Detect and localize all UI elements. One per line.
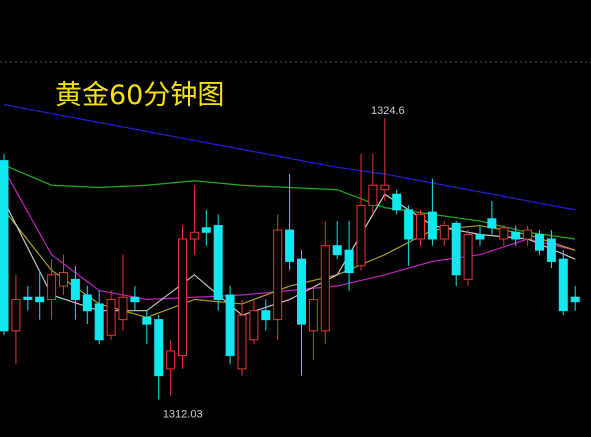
candle-body [427, 211, 437, 240]
candle-body [70, 278, 80, 300]
candle-body [59, 272, 68, 287]
candle-body [416, 213, 425, 240]
candle-body [511, 231, 521, 240]
moving-average [3, 104, 576, 211]
candle-body [166, 350, 176, 370]
candle-body [297, 258, 306, 325]
candle-body [368, 184, 378, 206]
candle-body [225, 294, 235, 356]
high-annotation: 1324.6 [371, 105, 405, 117]
candle-body [94, 303, 104, 341]
candle-body [213, 225, 223, 300]
moving-average [3, 169, 576, 301]
candle-body [546, 238, 556, 262]
candle-body [237, 314, 247, 370]
candle-body [23, 296, 33, 300]
candle-body [261, 310, 271, 321]
low-annotation: 1312.03 [163, 409, 203, 421]
candle-body [35, 296, 45, 303]
candle-body [0, 160, 9, 332]
candle-body [523, 229, 533, 240]
candle-body [404, 209, 414, 240]
candle-body [499, 227, 509, 240]
candle-body [118, 296, 128, 321]
candle-body [392, 193, 402, 211]
candle-body [82, 294, 92, 312]
candle-body [201, 227, 211, 233]
candle-body [558, 258, 568, 312]
candle-body [273, 229, 283, 321]
candle-body [11, 298, 21, 332]
candle-body [285, 229, 295, 262]
candle-body [142, 316, 152, 325]
candle-body [344, 249, 354, 274]
candle-body [380, 184, 390, 191]
candle-body [356, 204, 366, 267]
candle-body [249, 310, 259, 341]
candle-body [47, 274, 57, 300]
candle-body [439, 225, 449, 240]
candle-body [475, 234, 485, 240]
candle-body [106, 298, 116, 336]
candle-body [320, 245, 330, 332]
candle-body [463, 234, 473, 280]
candle-body [570, 296, 580, 303]
candle-body [178, 238, 187, 356]
candle-body [130, 296, 140, 303]
candle-body [154, 319, 164, 377]
candle-body [487, 218, 497, 229]
candle-body [189, 231, 199, 240]
candle-body [308, 298, 318, 332]
candle-body [332, 245, 342, 256]
chart-title: 黄金60分钟图 [55, 80, 224, 111]
candle-body [451, 222, 461, 276]
candle-body [535, 234, 544, 251]
